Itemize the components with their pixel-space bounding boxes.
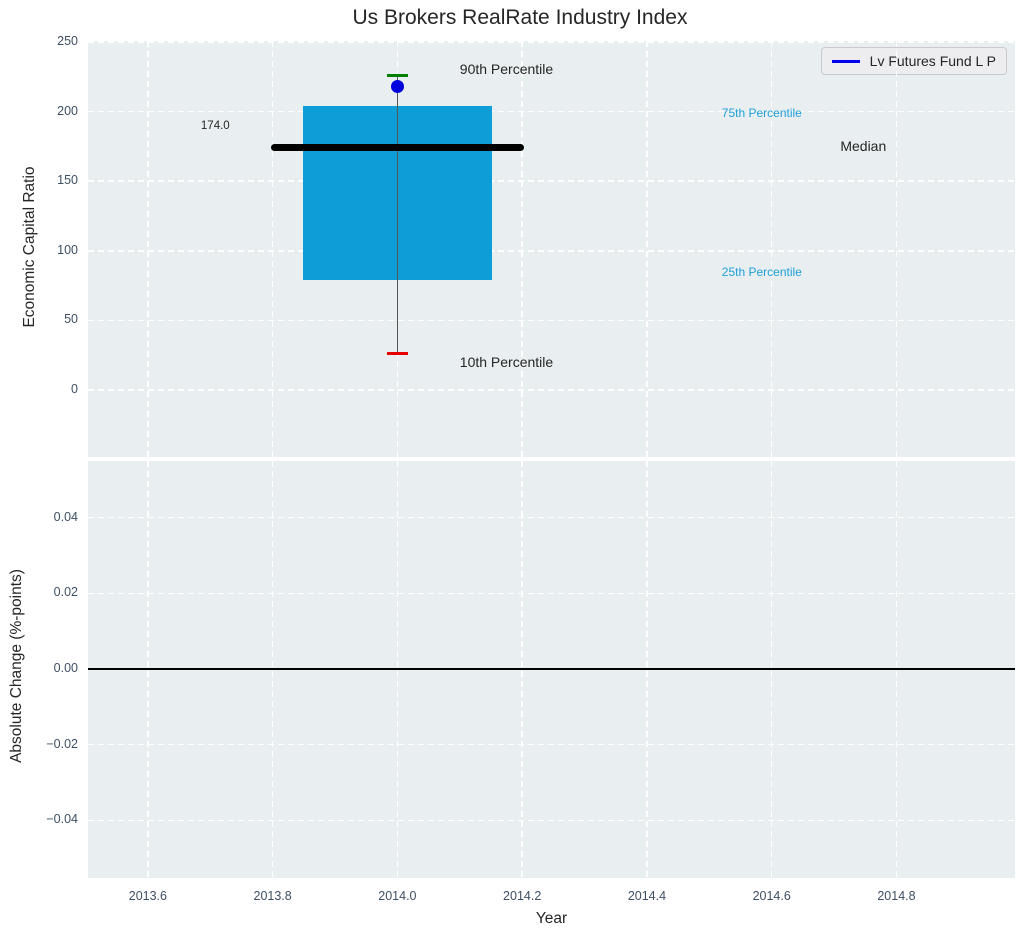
y-tick-label: 0.00 — [53, 661, 78, 676]
x-tick-label: 2013.6 — [128, 889, 167, 903]
y-tick-label: 200 — [57, 103, 78, 118]
gridline-horizontal — [88, 744, 1015, 746]
y-tick-label: 0.02 — [53, 585, 78, 600]
gridline-vertical — [147, 41, 149, 457]
zero-reference-line — [88, 668, 1015, 671]
gridline-horizontal — [88, 41, 1015, 43]
gridline-vertical — [271, 41, 274, 457]
x-tick-label: 2014.2 — [503, 889, 542, 903]
y-tick-label: 250 — [57, 33, 78, 48]
chart-title: Us Brokers RealRate Industry Index — [352, 6, 688, 29]
annotation-p10-label: 10th Percentile — [459, 353, 554, 370]
gridline-vertical — [521, 41, 523, 457]
x-tick-label: 2014.0 — [378, 889, 417, 903]
gridline-horizontal — [88, 517, 1015, 519]
top-plot-area: Lv Futures Fund L P 90th Percentile 75th … — [88, 41, 1015, 457]
y-tick-label: 100 — [57, 242, 78, 257]
legend-label: Lv Futures Fund L P — [869, 53, 996, 69]
gridline-vertical — [646, 41, 648, 457]
gridline-vertical — [771, 41, 773, 457]
gridline-horizontal — [88, 110, 1015, 113]
y-tick-label: −0.02 — [46, 736, 78, 751]
cap-10th-percentile — [386, 352, 408, 356]
whisker-line — [396, 75, 399, 354]
gridline-horizontal — [88, 819, 1015, 822]
gridline-vertical — [895, 41, 898, 457]
y-tick-label: 150 — [57, 173, 78, 188]
cap-90th-percentile — [386, 73, 408, 77]
x-tick-label: 2014.8 — [877, 889, 916, 903]
y-tick-label: 0 — [71, 382, 78, 397]
legend-line-swatch — [831, 59, 860, 63]
gridline-horizontal — [88, 319, 1015, 322]
median-line — [270, 144, 525, 152]
bottom-plot-area — [88, 461, 1015, 878]
legend: Lv Futures Fund L P — [820, 47, 1007, 75]
gridline-horizontal — [88, 592, 1015, 595]
y-tick-label: 50 — [64, 312, 78, 327]
fund-data-point — [390, 80, 404, 94]
annotation-p75-label: 75th Percentile — [721, 105, 802, 120]
annotation-p90-label: 90th Percentile — [459, 61, 554, 78]
gridline-horizontal — [88, 389, 1015, 391]
x-axis-label: Year — [535, 910, 568, 927]
y-tick-label: −0.04 — [46, 812, 78, 827]
x-tick-label: 2013.8 — [253, 889, 292, 903]
x-tick-label: 2014.4 — [627, 889, 667, 903]
annotation-p25-label: 25th Percentile — [721, 264, 802, 279]
annotation-median-label: Median — [840, 137, 887, 154]
gridline-horizontal — [88, 250, 1015, 252]
annotation-median-value: 174.0 — [200, 120, 230, 133]
x-tick-label: 2014.6 — [752, 889, 791, 903]
gridline-horizontal — [88, 180, 1015, 182]
y-tick-label: 0.04 — [53, 509, 78, 524]
